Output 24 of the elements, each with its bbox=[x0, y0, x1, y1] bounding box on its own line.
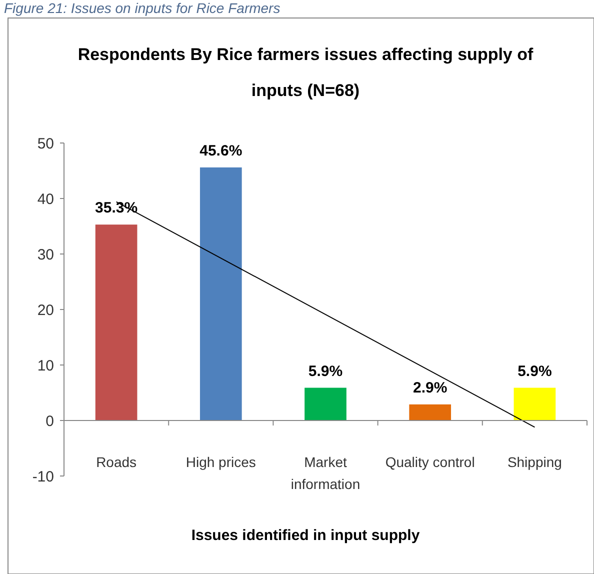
data-label: 45.6% bbox=[200, 142, 242, 160]
bar bbox=[200, 167, 242, 420]
caption: Figure 21: Issues on inputs for Rice Farmers bbox=[4, 0, 280, 16]
y-tick-label: 50 bbox=[37, 135, 54, 152]
bar bbox=[409, 404, 452, 420]
x-axis-title: Issues identified in input supply bbox=[191, 527, 420, 544]
y-tick-label: 20 bbox=[37, 302, 54, 319]
chart-title: Respondents By Rice farmers issues affecting supply of inputs (N=68) bbox=[78, 45, 534, 100]
y-tick-label: 0 bbox=[46, 412, 54, 430]
x-tick-label: Market information bbox=[290, 454, 360, 492]
bar bbox=[304, 388, 346, 420]
bar bbox=[514, 388, 556, 420]
data-label: 5.9% bbox=[308, 362, 343, 380]
data-label: 2.9% bbox=[413, 379, 448, 396]
y-tick-label: 40 bbox=[37, 190, 54, 208]
y-tick-label: 30 bbox=[37, 246, 54, 264]
y-tick-label: -10 bbox=[32, 468, 54, 486]
x-tick-label: Roads bbox=[96, 454, 137, 470]
data-label: 5.9% bbox=[518, 362, 552, 380]
y-tick-label: 10 bbox=[37, 357, 54, 374]
x-tick-label: High prices bbox=[186, 454, 256, 470]
x-tick-label: Shipping bbox=[507, 454, 562, 470]
bar bbox=[95, 224, 138, 420]
x-tick-label: Quality control bbox=[385, 454, 475, 470]
